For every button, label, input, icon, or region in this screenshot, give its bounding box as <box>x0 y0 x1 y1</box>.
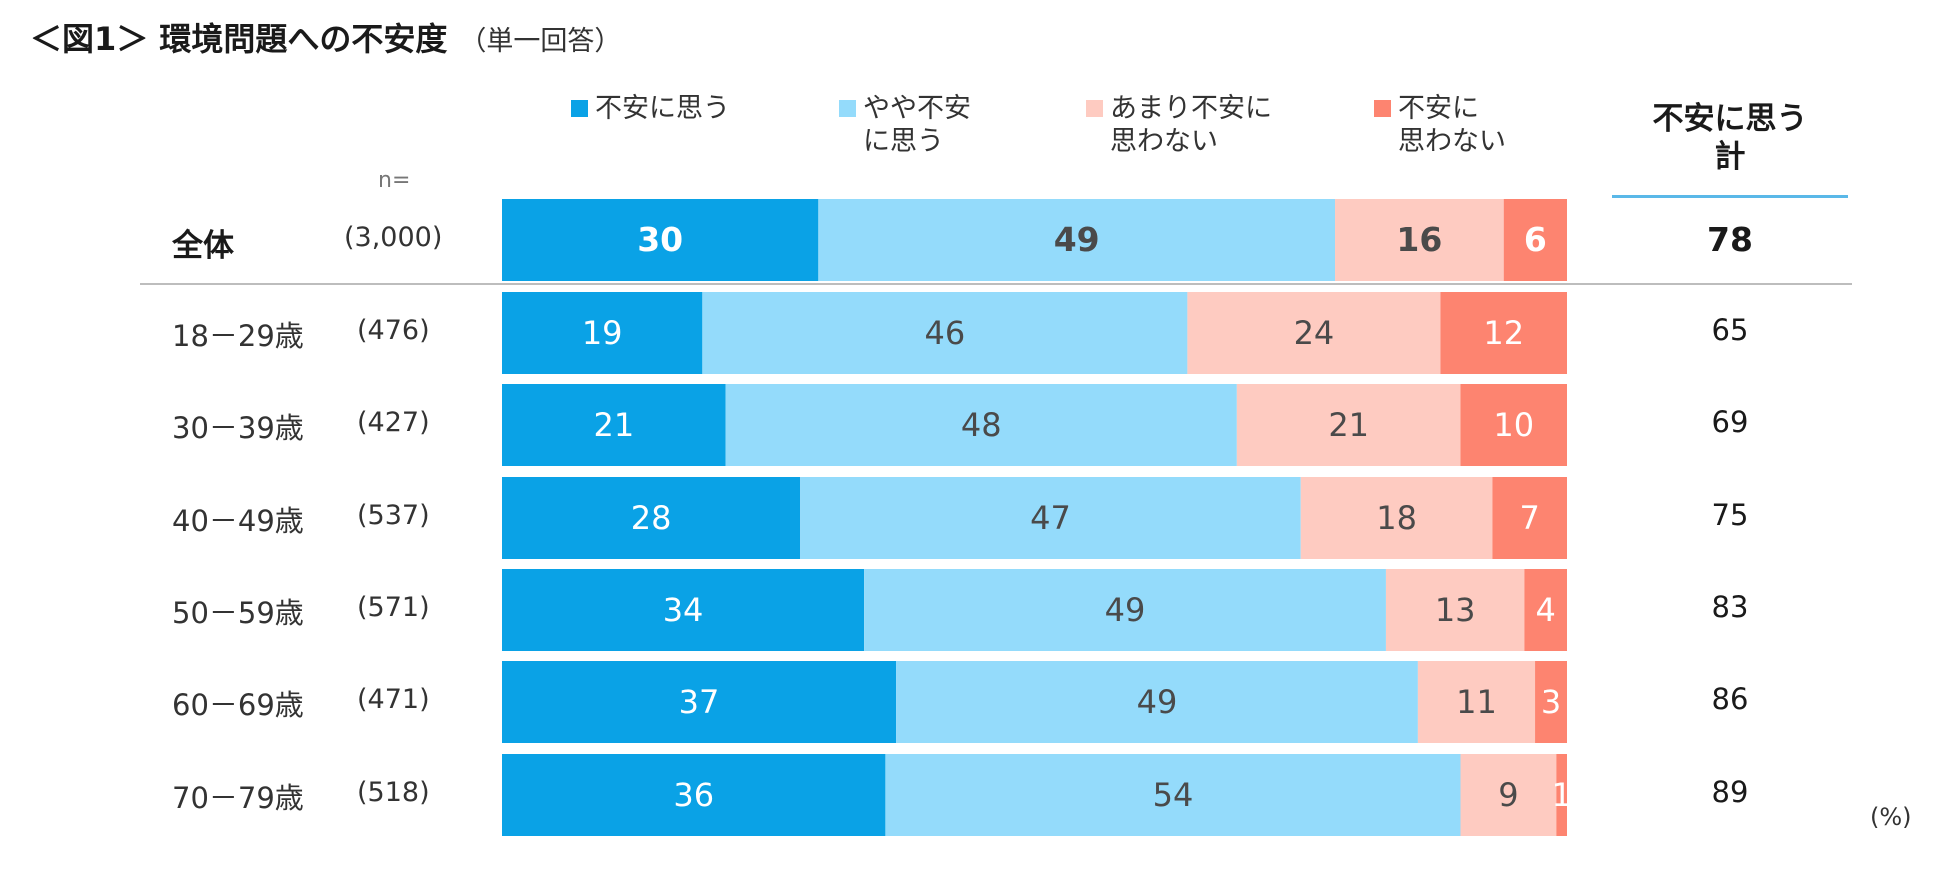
data-label: 36 <box>673 776 714 814</box>
bar-segment-not-very-anxious <box>1385 569 1525 651</box>
legend-swatch-not-anxious <box>1374 100 1391 117</box>
legend-label: あまり不安に 思わない <box>1110 93 1272 157</box>
bar-segment-somewhat-anxious <box>800 477 1301 559</box>
total-header-underline <box>1612 195 1848 198</box>
category-label: 40－49歳 <box>172 504 304 538</box>
legend-swatch-somewhat-anxious <box>839 100 856 117</box>
data-label: 7 <box>1520 499 1540 537</box>
bar-segment-not-anxious <box>1556 754 1567 836</box>
category-label: 60－69歳 <box>172 688 304 722</box>
bar-segment-somewhat-anxious <box>702 292 1188 374</box>
data-label: 13 <box>1435 591 1476 629</box>
data-label: 54 <box>1153 776 1194 814</box>
legend-swatch-not-very-anxious <box>1086 100 1103 117</box>
bar-segment-not-anxious <box>1524 569 1567 651</box>
data-label: 37 <box>679 683 720 721</box>
sample-size-label: (518) <box>357 777 430 808</box>
legend-item-not-anxious: 不安に 思わない <box>1374 92 1506 158</box>
sample-size-label: (471) <box>357 684 430 715</box>
bar-segment-not-very-anxious <box>1236 384 1461 466</box>
bar-segment-not-very-anxious <box>1417 661 1536 743</box>
data-label: 19 <box>582 314 623 352</box>
category-label: 全体 <box>172 228 234 264</box>
bar-segment-anxious <box>502 754 886 836</box>
bar-segment-anxious <box>502 292 703 374</box>
bar-segment-anxious <box>502 199 819 281</box>
data-label: 1 <box>1551 776 1571 814</box>
bar-segment-not-very-anxious <box>1187 292 1441 374</box>
bar-segment-not-anxious <box>1440 292 1567 374</box>
data-label: 16 <box>1396 220 1442 259</box>
data-label: 3 <box>1541 683 1561 721</box>
data-label: 49 <box>1054 220 1100 259</box>
sample-size-label: (3,000) <box>344 222 443 253</box>
total-value: 78 <box>1707 220 1753 259</box>
total-column-header: 不安に思う 計 <box>1652 101 1808 175</box>
bar-segment-not-anxious <box>1503 199 1567 281</box>
sample-size-label: (476) <box>357 315 430 346</box>
bar-segment-not-anxious <box>1492 477 1567 559</box>
sample-size-label: (427) <box>357 407 430 438</box>
bar-segment-anxious <box>502 477 801 559</box>
bar-segment-anxious <box>502 569 865 651</box>
sample-size-label: (537) <box>357 500 430 531</box>
data-label: 10 <box>1493 406 1534 444</box>
bar-segment-not-anxious <box>1460 384 1567 466</box>
data-label: 12 <box>1483 314 1524 352</box>
bar-segment-somewhat-anxious <box>725 384 1237 466</box>
legend-item-not-very-anxious: あまり不安に 思わない <box>1086 92 1272 158</box>
data-label: 34 <box>663 591 704 629</box>
data-label: 48 <box>961 406 1002 444</box>
legend-label: 不安に 思わない <box>1398 93 1506 157</box>
data-label: 30 <box>637 220 683 259</box>
separator-line <box>140 283 1852 285</box>
legend-swatch-anxious <box>571 100 588 117</box>
unit-label: (%) <box>1870 803 1912 831</box>
total-value: 69 <box>1711 405 1749 439</box>
chart-title: ＜図1＞ 環境問題への不安度 （単一回答） <box>30 20 622 58</box>
total-value: 86 <box>1711 682 1749 716</box>
data-label: 21 <box>593 406 634 444</box>
category-label: 18－29歳 <box>172 319 304 353</box>
total-value: 65 <box>1711 313 1749 347</box>
data-label: 47 <box>1030 499 1071 537</box>
data-label: 28 <box>631 499 672 537</box>
legend-label: やや不安 に思う <box>863 93 971 157</box>
chart-subtitle: （単一回答） <box>459 26 622 57</box>
bar-segment-somewhat-anxious <box>864 569 1386 651</box>
bar-segment-not-very-anxious <box>1300 477 1493 559</box>
data-label: 49 <box>1137 683 1178 721</box>
total-value: 83 <box>1711 590 1749 624</box>
sample-size-label: (571) <box>357 592 430 623</box>
bar-segment-not-very-anxious <box>1460 754 1557 836</box>
data-label: 49 <box>1105 591 1146 629</box>
category-label: 30－39歳 <box>172 411 304 445</box>
n-column-header: n= <box>378 168 411 193</box>
bar-segment-somewhat-anxious <box>885 754 1461 836</box>
bar-segment-somewhat-anxious <box>896 661 1418 743</box>
legend-item-anxious: 不安に思う <box>571 92 730 125</box>
bar-segment-anxious <box>502 661 897 743</box>
data-label: 46 <box>925 314 966 352</box>
bar-segment-not-very-anxious <box>1335 199 1504 281</box>
total-value: 75 <box>1711 498 1749 532</box>
bar-segment-somewhat-anxious <box>818 199 1336 281</box>
data-label: 24 <box>1294 314 1335 352</box>
bar-segment-not-anxious <box>1535 661 1567 743</box>
data-label: 18 <box>1376 499 1417 537</box>
legend-item-somewhat-anxious: やや不安 に思う <box>839 92 971 158</box>
legend-label: 不安に思う <box>595 93 730 124</box>
total-value: 89 <box>1711 775 1749 809</box>
data-label: 6 <box>1524 220 1547 259</box>
data-label: 9 <box>1498 776 1518 814</box>
data-label: 11 <box>1456 683 1497 721</box>
bar-segment-anxious <box>502 384 726 466</box>
category-label: 50－59歳 <box>172 596 304 630</box>
category-label: 70－79歳 <box>172 781 304 815</box>
data-label: 21 <box>1328 406 1369 444</box>
data-label: 4 <box>1536 591 1556 629</box>
